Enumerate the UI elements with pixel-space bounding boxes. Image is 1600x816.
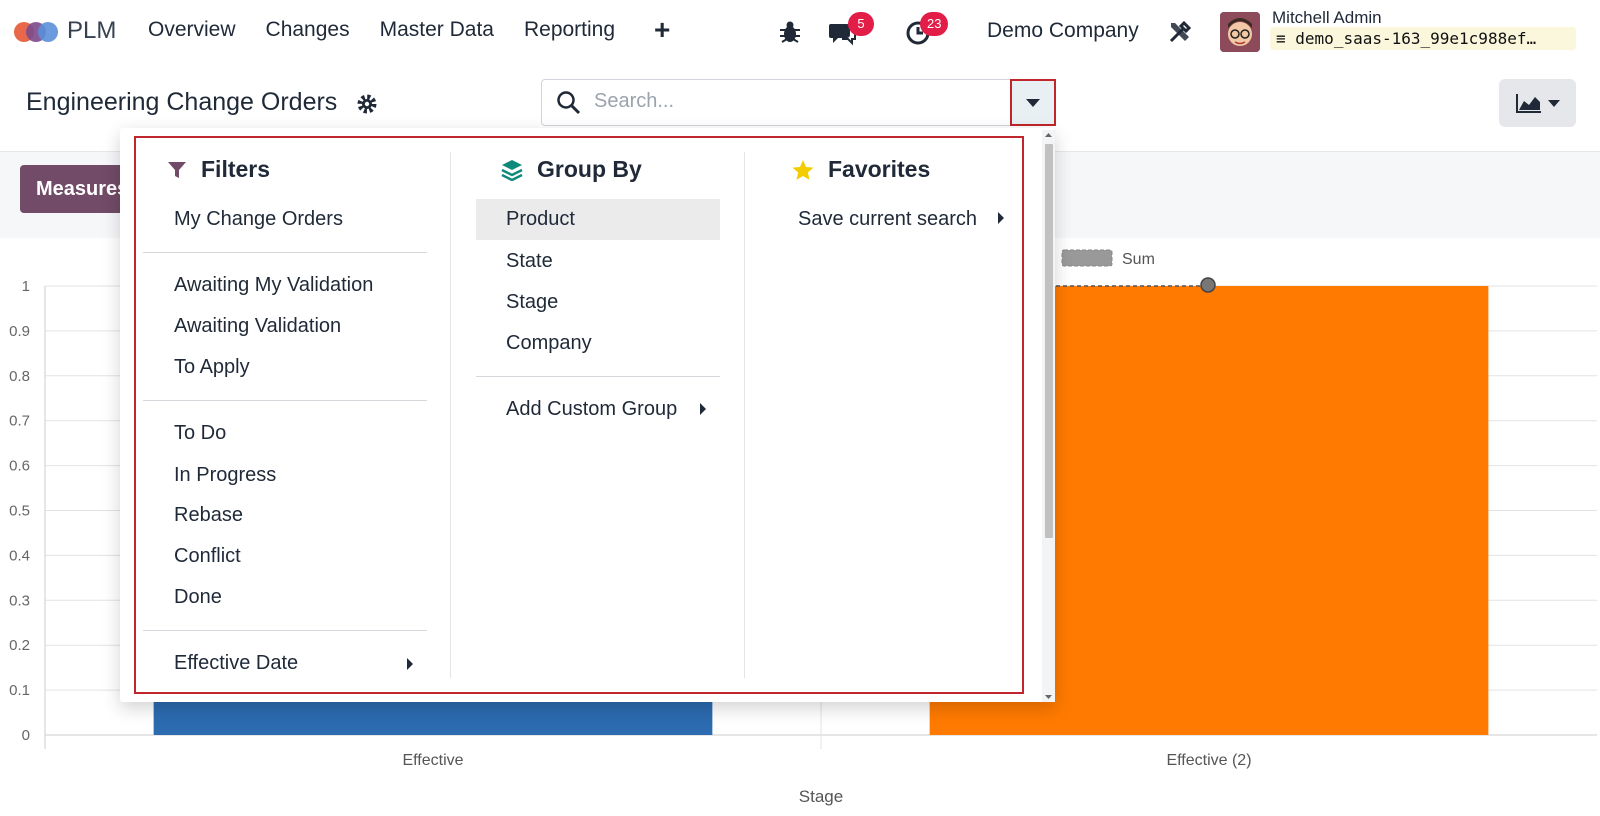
x-axis-label: Stage xyxy=(799,787,843,806)
y-tick-label: 0.2 xyxy=(9,637,30,654)
y-tick-label: 0 xyxy=(22,727,30,744)
filter-done[interactable]: Done xyxy=(174,586,222,608)
legend-label: Sum xyxy=(1122,251,1155,268)
top-navbar: PLM Overview Changes Master Data Reporti… xyxy=(0,0,1600,64)
caret-down-icon xyxy=(1547,99,1560,107)
filter-to-apply[interactable]: To Apply xyxy=(174,356,250,378)
y-tick-label: 0.5 xyxy=(9,503,30,520)
x-tick-label: Effective (2) xyxy=(1166,752,1251,769)
app-logo-icon[interactable] xyxy=(14,18,58,46)
caret-right-icon xyxy=(700,403,706,415)
filter-in-progress[interactable]: In Progress xyxy=(174,464,277,486)
y-tick-label: 0.8 xyxy=(9,368,30,385)
group-by-title: Group By xyxy=(537,156,642,182)
settings-tools-icon[interactable] xyxy=(1166,18,1194,46)
menu-item-overview[interactable]: Overview xyxy=(148,18,236,41)
favorites-title: Favorites xyxy=(828,156,931,182)
filter-my-change-orders[interactable]: My Change Orders xyxy=(174,208,343,230)
x-tick-label: Effective xyxy=(402,752,463,769)
caret-right-icon xyxy=(407,658,413,670)
database-label: demo_saas-163_99e1c988ef… xyxy=(1295,29,1537,48)
menu-item-master-data[interactable]: Master Data xyxy=(379,18,494,41)
area-chart-icon xyxy=(1515,94,1541,113)
add-custom-group[interactable]: Add Custom Group xyxy=(506,398,678,420)
group-by-state[interactable]: State xyxy=(506,250,553,272)
scroll-down-icon[interactable] xyxy=(1042,692,1055,702)
y-tick-label: 0.4 xyxy=(9,547,30,564)
app-name[interactable]: PLM xyxy=(67,17,117,44)
page-title: Engineering Change Orders xyxy=(26,88,338,116)
group-by-header: Group By xyxy=(501,156,642,183)
quick-create-button[interactable]: + xyxy=(654,14,671,45)
caret-right-icon xyxy=(998,212,1004,224)
company-switcher[interactable]: Demo Company xyxy=(987,19,1139,42)
bug-icon[interactable] xyxy=(776,18,804,46)
y-tick-label: 0.7 xyxy=(9,413,30,430)
filters-divider xyxy=(143,400,427,401)
user-avatar[interactable] xyxy=(1220,12,1260,52)
activities-badge: 23 xyxy=(920,12,949,36)
group-by-option-hover xyxy=(476,199,720,240)
search-options-toggle[interactable] xyxy=(1010,79,1056,126)
y-tick-label: 1 xyxy=(22,278,30,295)
group-by-stage[interactable]: Stage xyxy=(506,291,559,313)
dropdown-scrollbar[interactable] xyxy=(1042,130,1055,702)
search-input[interactable] xyxy=(594,90,994,113)
column-divider xyxy=(744,152,745,678)
filters-divider xyxy=(143,252,427,253)
layers-icon xyxy=(501,159,523,181)
group-by-product[interactable]: Product xyxy=(506,208,575,230)
group-by-divider xyxy=(476,376,720,377)
filter-rebase[interactable]: Rebase xyxy=(174,504,243,526)
search-bar xyxy=(541,79,1011,126)
filters-title: Filters xyxy=(201,156,271,182)
filter-effective-date[interactable]: Effective Date xyxy=(174,652,299,674)
caret-down-icon xyxy=(1026,98,1040,107)
search-icon xyxy=(557,91,581,115)
messages-badge: 5 xyxy=(848,12,874,36)
y-tick-label: 0.1 xyxy=(9,682,30,699)
scrollbar-thumb[interactable] xyxy=(1045,144,1053,538)
star-icon xyxy=(792,159,814,180)
column-divider xyxy=(450,152,451,678)
legend-swatch xyxy=(1061,249,1113,267)
y-tick-label: 0.6 xyxy=(9,458,30,475)
filter-icon xyxy=(168,161,186,178)
chart-type-button[interactable] xyxy=(1499,79,1576,127)
group-by-company[interactable]: Company xyxy=(506,332,592,354)
filter-to-do[interactable]: To Do xyxy=(174,422,227,444)
avatar-face-icon xyxy=(1220,12,1260,52)
save-current-search[interactable]: Save current search xyxy=(798,208,977,230)
menu-item-reporting[interactable]: Reporting xyxy=(523,18,616,41)
filters-header: Filters xyxy=(167,156,270,183)
filter-awaiting-my-validation[interactable]: Awaiting My Validation xyxy=(174,274,374,296)
measures-button[interactable]: Measures xyxy=(20,165,130,213)
filters-divider xyxy=(143,630,427,631)
y-tick-label: 0.9 xyxy=(9,323,30,340)
filter-conflict[interactable]: Conflict xyxy=(174,545,241,567)
database-name: ≡ demo_saas-163_99e1c988ef… xyxy=(1270,27,1576,50)
favorites-header: Favorites xyxy=(792,156,930,183)
main-menu: Overview Changes Master Data Reporting xyxy=(148,18,645,42)
filter-awaiting-validation[interactable]: Awaiting Validation xyxy=(174,315,342,337)
user-name[interactable]: Mitchell Admin xyxy=(1272,8,1382,27)
database-icon: ≡ xyxy=(1276,29,1286,48)
hover-point xyxy=(1200,277,1216,293)
y-tick-label: 0.3 xyxy=(9,592,30,609)
gear-icon[interactable] xyxy=(356,93,378,115)
menu-item-changes[interactable]: Changes xyxy=(265,18,350,41)
scroll-up-icon[interactable] xyxy=(1042,130,1055,140)
